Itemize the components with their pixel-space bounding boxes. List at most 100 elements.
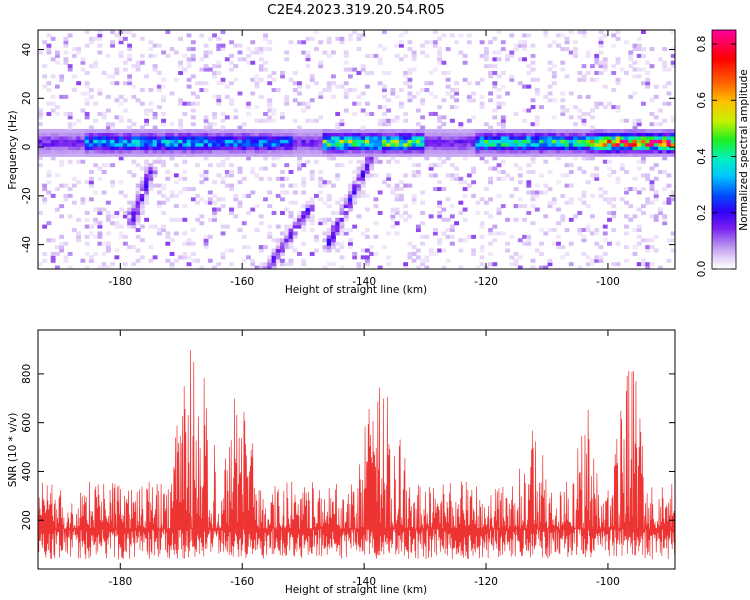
spectrogram-cell: [466, 94, 472, 99]
spectrogram-cell: [360, 163, 366, 168]
spectrogram-cell: [84, 152, 90, 157]
spectrogram-cell: [152, 53, 158, 58]
spectrogram-y-tick-label: -40: [21, 236, 33, 253]
spectrogram-cell: [475, 129, 481, 134]
spectrogram-cell: [84, 84, 90, 89]
spectrogram-cell: [105, 74, 111, 79]
spectrogram-cell: [301, 149, 307, 154]
spectrogram-cell: [335, 129, 341, 134]
spectrogram-cell: [505, 142, 510, 147]
spectrogram-cell: [190, 40, 196, 45]
spectrogram-cell: [54, 135, 60, 140]
spectrogram-cell: [199, 139, 205, 144]
spectrogram-cell: [509, 50, 515, 55]
spectrogram-cell: [407, 91, 413, 96]
spectrogram-cell: [246, 210, 251, 215]
spectrogram-cell: [42, 183, 48, 188]
spectrogram-cell: [343, 50, 349, 55]
spectrogram-cell: [288, 245, 294, 250]
spectrogram-cell: [335, 228, 341, 233]
spectrogram-cell: [46, 139, 52, 144]
spectrogram-cell: [309, 139, 315, 144]
spectrogram-cell: [250, 152, 256, 157]
spectrogram-cell: [182, 169, 188, 174]
spectrogram-cell: [267, 149, 273, 154]
spectrogram-cell: [343, 197, 349, 202]
spectrogram-cell: [632, 132, 638, 137]
spectrogram-cell: [305, 57, 311, 62]
spectrogram-cell: [381, 180, 387, 185]
spectrogram-cell: [407, 241, 413, 246]
spectrogram-cell: [403, 152, 409, 157]
spectrogram-cell: [594, 132, 600, 137]
spectrogram-cell: [411, 169, 417, 174]
spectrogram-cell: [466, 152, 472, 157]
spectrogram-cell: [658, 57, 663, 62]
spectrogram-cell: [246, 245, 251, 250]
spectrogram-cell: [165, 176, 171, 181]
snr-y-tick-label: 600: [21, 413, 33, 433]
spectrogram-cell: [407, 146, 413, 151]
spectrogram-cell: [339, 228, 345, 233]
spectrogram-cell: [50, 238, 56, 243]
spectrogram-cell: [466, 118, 472, 123]
spectrogram-cell: [428, 166, 434, 171]
spectrogram-cell: [670, 30, 675, 35]
spectrogram-cell: [54, 251, 60, 256]
spectrogram-cell: [258, 142, 264, 147]
spectrogram-cell: [135, 67, 141, 72]
spectrogram-cell: [662, 132, 668, 137]
spectrogram-cell: [466, 173, 472, 178]
spectrogram-cell: [551, 40, 557, 45]
spectrogram-cell: [114, 210, 120, 215]
spectrogram-cell: [377, 129, 383, 134]
spectrogram-cell: [216, 64, 222, 69]
spectrogram-cell: [254, 149, 260, 154]
spectrogram-cell: [105, 122, 111, 127]
spectrogram-cell: [297, 217, 302, 222]
spectrogram-cell: [318, 176, 324, 181]
spectrogram-cell: [403, 135, 409, 140]
spectrogram-cell: [670, 53, 675, 58]
spectrogram-cell: [381, 88, 387, 93]
spectrogram-cell: [54, 111, 60, 116]
spectrogram-cell: [212, 111, 217, 116]
spectrogram-cell: [394, 231, 400, 236]
spectrogram-x-tick-label: -100: [596, 276, 620, 288]
spectrogram-cell: [169, 129, 175, 134]
spectrogram-cell: [428, 129, 434, 134]
spectrogram-cell: [220, 132, 226, 137]
spectrogram-cell: [127, 125, 133, 130]
spectrogram-cell: [152, 132, 158, 137]
spectrogram-cell: [602, 67, 608, 72]
spectrogram-cell: [602, 84, 608, 89]
spectrogram-cell: [224, 139, 230, 144]
spectrogram-cell: [641, 262, 646, 267]
spectrogram-cell: [398, 132, 404, 137]
spectrogram-cell: [275, 132, 281, 137]
spectrogram-cell: [492, 84, 498, 89]
spectrogram-cell: [105, 135, 111, 140]
spectrogram-cell: [318, 221, 324, 226]
spectrogram-cell: [42, 251, 48, 256]
spectrogram-cell: [670, 115, 675, 120]
spectrogram-cell: [322, 217, 328, 222]
spectrogram-cell: [322, 221, 328, 226]
spectrogram-cell: [564, 135, 570, 140]
spectrogram-cell: [335, 173, 341, 178]
spectrogram-cell: [492, 149, 498, 154]
spectrogram-cell: [530, 156, 536, 161]
spectrogram-cell: [581, 146, 587, 151]
spectrogram-cell: [271, 108, 277, 113]
spectrogram-cell: [411, 152, 417, 157]
spectrogram-cell: [356, 193, 362, 198]
spectrogram-cell: [602, 238, 608, 243]
spectrogram-cell: [38, 149, 43, 154]
spectrogram-cell: [59, 163, 65, 168]
spectrogram-cell: [127, 142, 133, 147]
spectrogram-cell: [182, 132, 188, 137]
spectrogram-cell: [144, 152, 150, 157]
spectrogram-cell: [212, 132, 217, 137]
spectrogram-cell: [530, 132, 536, 137]
spectrogram-cell: [479, 262, 485, 267]
